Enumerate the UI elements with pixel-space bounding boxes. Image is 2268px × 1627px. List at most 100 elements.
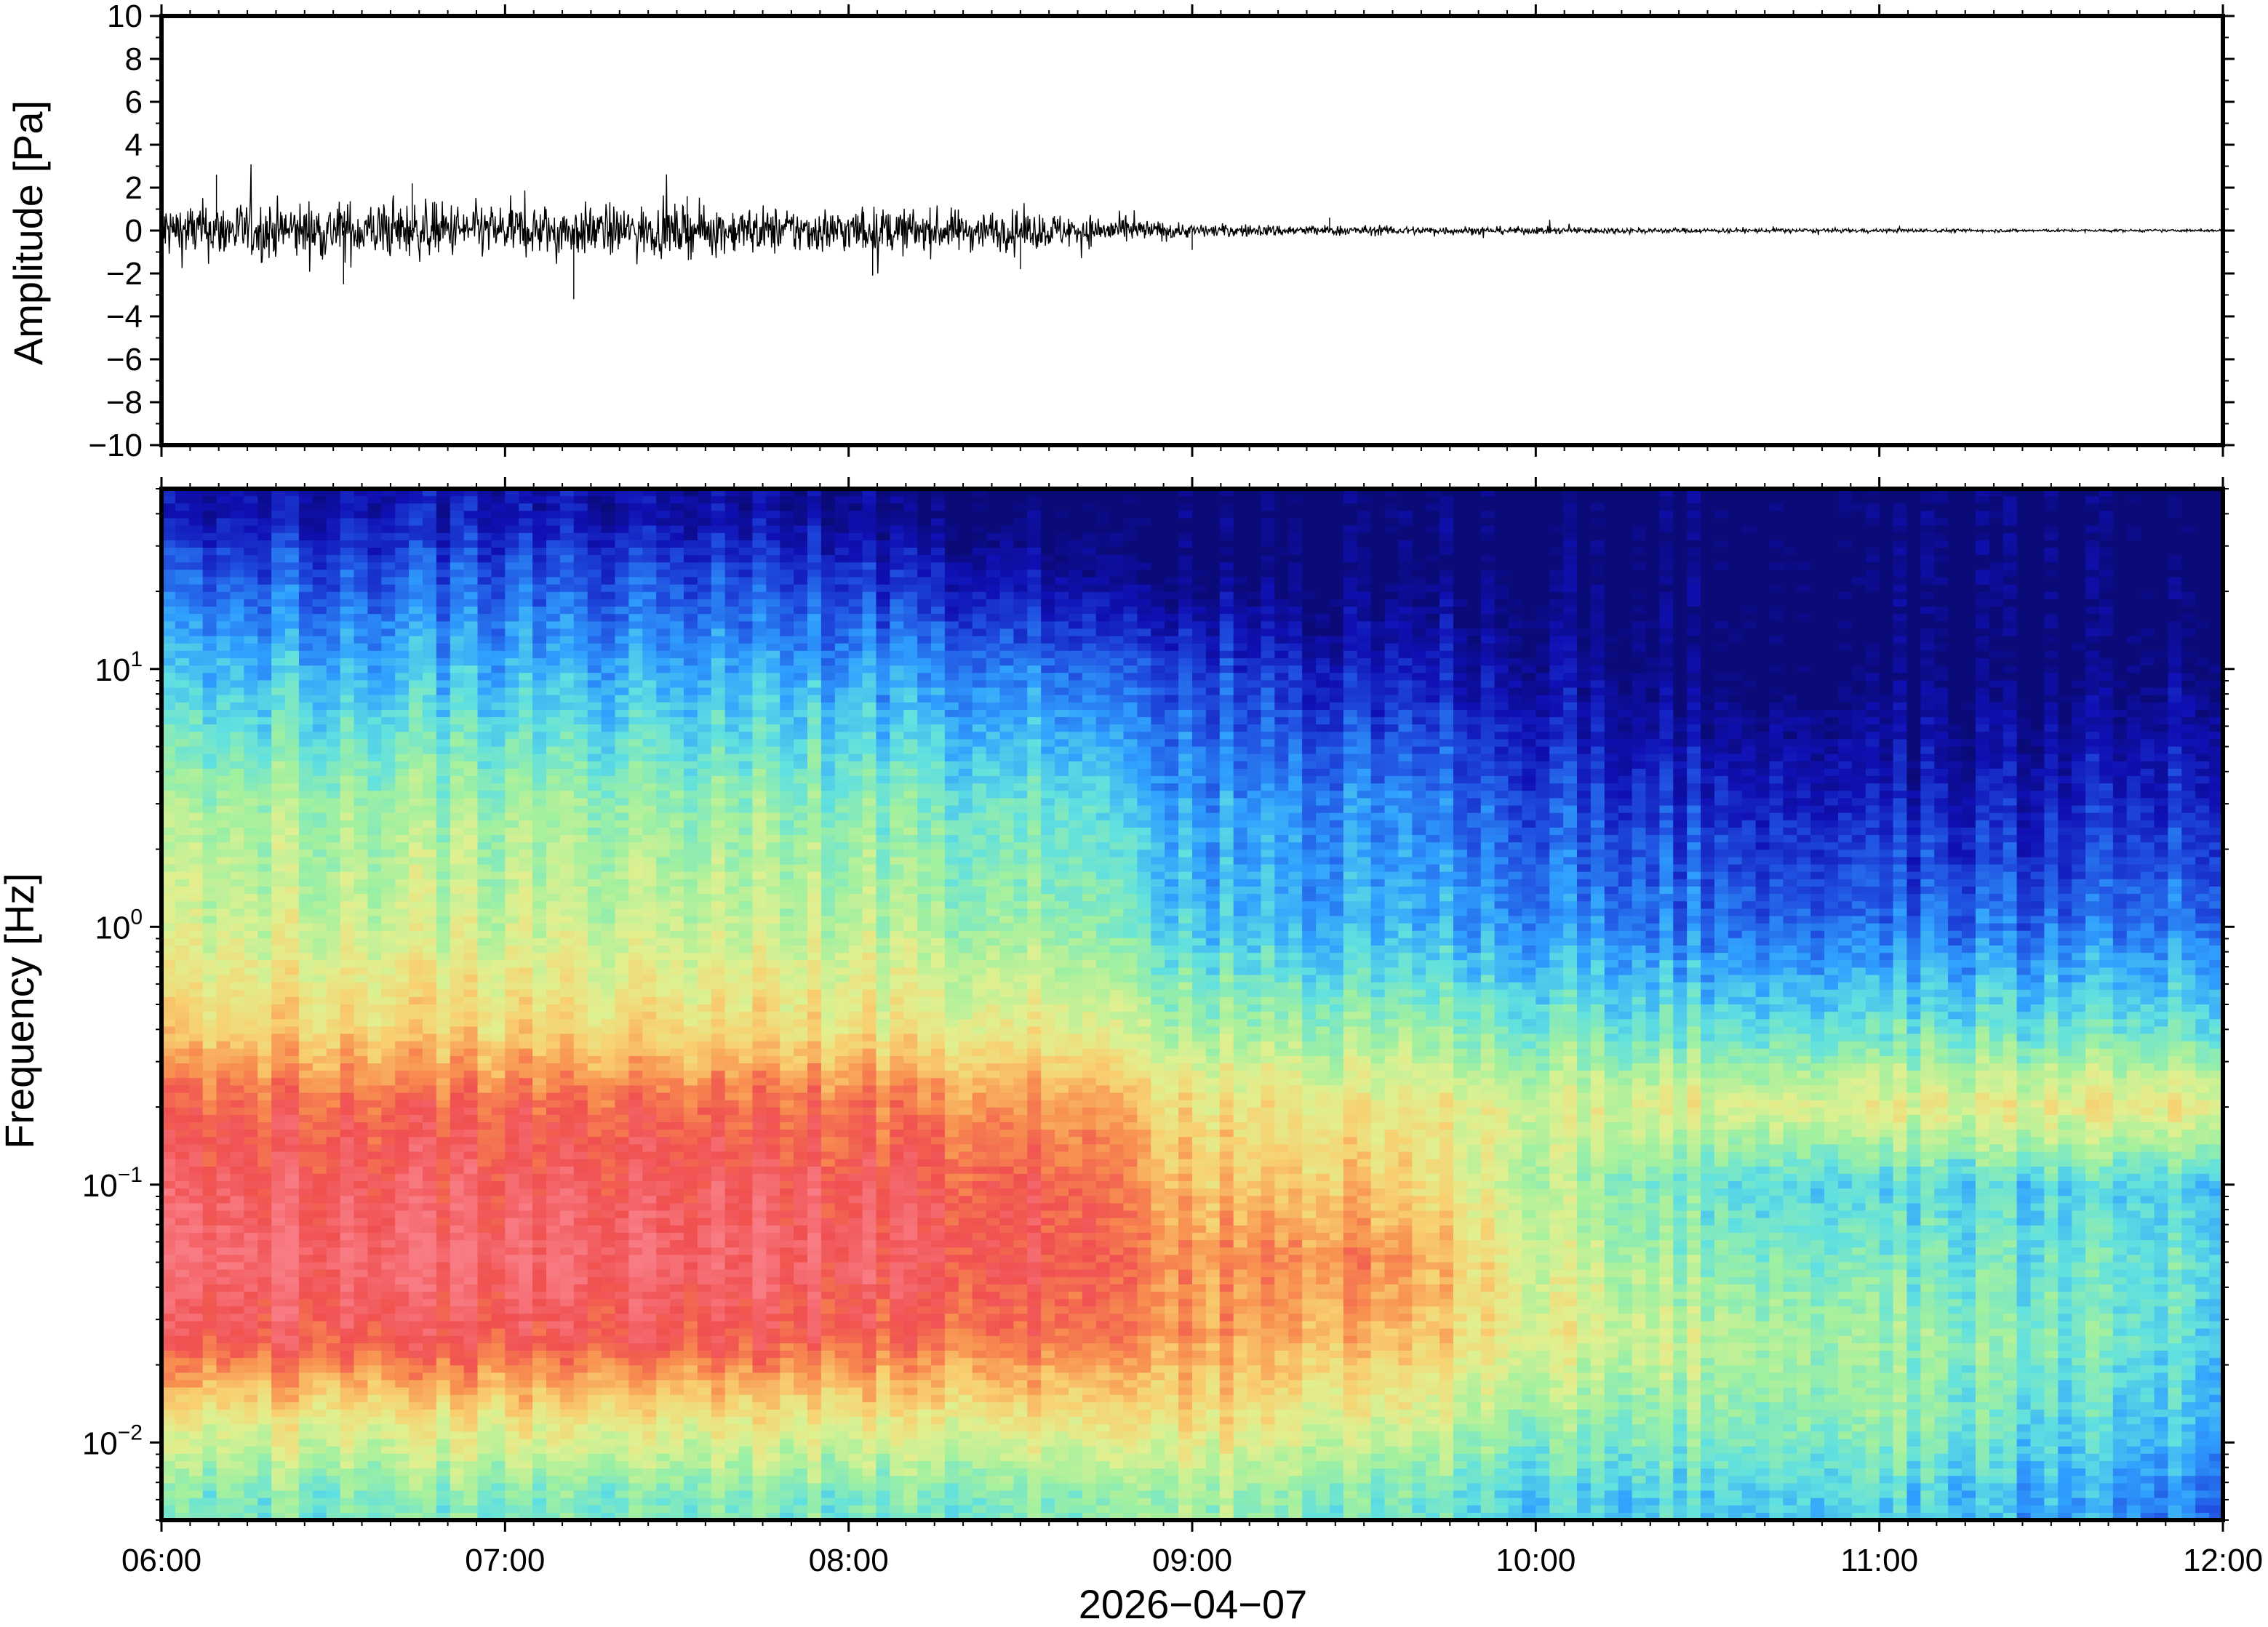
spectrogram-cell <box>436 1454 450 1462</box>
spectrogram-cell <box>299 1395 313 1403</box>
spectrogram-cell <box>354 717 368 725</box>
spectrogram-cell <box>628 526 642 534</box>
spectrogram-cell <box>367 990 381 998</box>
spectrogram-cell <box>285 1410 299 1418</box>
spectrogram-cell <box>409 1196 423 1204</box>
spectrogram-cell <box>409 783 423 791</box>
spectrogram-cell <box>313 555 327 563</box>
spectrogram-cell <box>588 1042 602 1050</box>
spectrogram-cell <box>602 1447 615 1455</box>
spectrogram-cell <box>230 1108 244 1116</box>
spectrogram-cell <box>560 1277 574 1285</box>
spectrogram-cell <box>436 577 450 585</box>
spectrogram-cell <box>546 1211 560 1219</box>
spectrogram-cell <box>450 1218 464 1226</box>
spectrogram-cell <box>340 894 354 902</box>
spectrogram-cell <box>436 1122 450 1130</box>
spectrogram-cell <box>532 710 546 718</box>
spectrogram-cell <box>230 1461 244 1469</box>
spectrogram-cell <box>257 1439 271 1447</box>
spectrogram-cell <box>354 1233 368 1241</box>
spectrogram-cell <box>367 599 381 607</box>
spectrogram-cell <box>354 791 368 799</box>
spectrogram-cell <box>602 1299 615 1307</box>
spectrogram-cell <box>230 798 244 806</box>
spectrogram-cell <box>313 680 327 688</box>
spectrogram-cell <box>313 997 327 1005</box>
spectrogram-cell <box>367 953 381 961</box>
spectrogram-cell <box>313 1226 327 1234</box>
spectrogram-cell <box>327 1395 340 1403</box>
spectrogram-cell <box>532 1395 546 1403</box>
spectrogram-cell <box>367 1026 381 1034</box>
spectrogram-cell <box>423 673 436 681</box>
spectrogram-cell <box>313 983 327 991</box>
spectrogram-cell <box>327 1410 340 1418</box>
spectrogram-cell <box>560 628 574 636</box>
spectrogram-cell <box>299 983 313 991</box>
spectrogram-cell <box>436 1004 450 1012</box>
spectrogram-cell <box>395 569 409 577</box>
spectrogram-cell <box>409 1388 423 1396</box>
spectrogram-cell <box>491 644 505 652</box>
spectrogram-cell <box>450 1306 464 1314</box>
spectrogram-cell <box>409 665 423 673</box>
spectrogram-cell <box>491 1424 505 1432</box>
spectrogram-cell <box>450 990 464 998</box>
spectrogram-cell <box>327 747 340 755</box>
spectrogram-cell <box>285 1137 299 1145</box>
spectrogram-cell <box>175 894 189 902</box>
spectrogram-cell <box>189 820 203 828</box>
spectrogram-cell <box>313 960 327 968</box>
spectrogram-cell <box>532 1115 546 1123</box>
spectrogram-cell <box>602 1063 615 1071</box>
spectrogram-cell <box>615 607 628 615</box>
spectrogram-cell <box>436 599 450 607</box>
spectrogram-cell <box>519 1270 532 1278</box>
spectrogram-cell <box>464 511 478 519</box>
spectrogram-cell <box>505 798 519 806</box>
spectrogram-cell <box>615 1115 628 1123</box>
spectrogram-cell <box>189 1270 203 1278</box>
spectrogram-cell <box>175 636 189 644</box>
spectrogram-cell <box>574 1211 588 1219</box>
spectrogram-cell <box>615 562 628 570</box>
spectrogram-cell <box>491 747 505 755</box>
spectrogram-cell <box>588 724 602 732</box>
spectrogram-cell <box>546 813 560 821</box>
spectrogram-cell <box>478 695 492 703</box>
spectrogram-cell <box>203 1461 217 1469</box>
spectrogram-cell <box>217 503 231 511</box>
spectrogram-cell <box>271 555 285 563</box>
spectrogram-cell <box>175 1270 189 1278</box>
spectrogram-cell <box>244 511 257 519</box>
spectrogram-cell <box>230 673 244 681</box>
spectrogram-cell <box>395 614 409 622</box>
spectrogram-cell <box>423 1137 436 1145</box>
spectrogram-cell <box>244 1019 257 1027</box>
spectrogram-cell <box>574 717 588 725</box>
spectrogram-cell <box>203 1410 217 1418</box>
spectrogram-cell <box>491 1439 505 1447</box>
spectrogram-cell <box>423 1277 436 1285</box>
spectrogram-cell <box>285 835 299 843</box>
spectrogram-cell <box>244 1498 257 1506</box>
spectrogram-cell <box>423 1100 436 1108</box>
spectrogram-cell <box>560 695 574 703</box>
spectrogram-cell <box>450 879 464 887</box>
spectrogram-cell <box>354 1483 368 1491</box>
spectrogram-cell <box>299 1019 313 1027</box>
spectrogram-cell <box>615 813 628 821</box>
spectrogram-cell <box>230 739 244 747</box>
spectrogram-cell <box>189 1395 203 1403</box>
spectrogram-cell <box>175 1402 189 1410</box>
spectrogram-cell <box>271 717 285 725</box>
spectrogram-cell <box>546 975 560 983</box>
spectrogram-cell <box>560 1476 574 1484</box>
spectrogram-cell <box>175 850 189 858</box>
spectrogram-cell <box>574 739 588 747</box>
spectrogram-cell <box>313 1196 327 1204</box>
spectrogram-cell <box>478 754 492 762</box>
spectrogram-cell <box>327 548 340 556</box>
spectrogram-cell <box>340 1159 354 1167</box>
